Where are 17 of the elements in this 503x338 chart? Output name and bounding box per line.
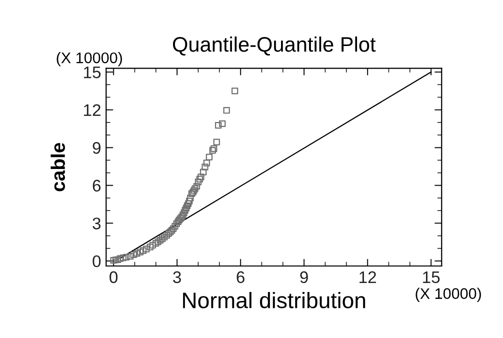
chart-title: Quantile-Quantile Plot — [172, 36, 376, 56]
x-tick-label: 9 — [300, 271, 308, 284]
y-tick-label: 12 — [84, 104, 100, 116]
y-tick-label: 6 — [92, 180, 101, 192]
y-tick-label: 0 — [92, 255, 101, 268]
y-tick-label: 3 — [92, 218, 101, 230]
text: (X 10000) — [56, 52, 122, 66]
y-axis-title: cable — [50, 142, 66, 192]
x-tick-label: 6 — [236, 271, 244, 284]
x-tick-label: 0 — [110, 271, 118, 284]
x-tick-label: 15 — [423, 271, 440, 284]
text: (X 10000) — [416, 288, 481, 302]
x-tick-label: 12 — [360, 271, 376, 283]
y-tick-label: 9 — [92, 142, 100, 154]
y-tick-label: 15 — [84, 66, 101, 78]
x-axis-title: Normal distribution — [183, 292, 366, 308]
x-tick-label: 3 — [173, 271, 181, 284]
